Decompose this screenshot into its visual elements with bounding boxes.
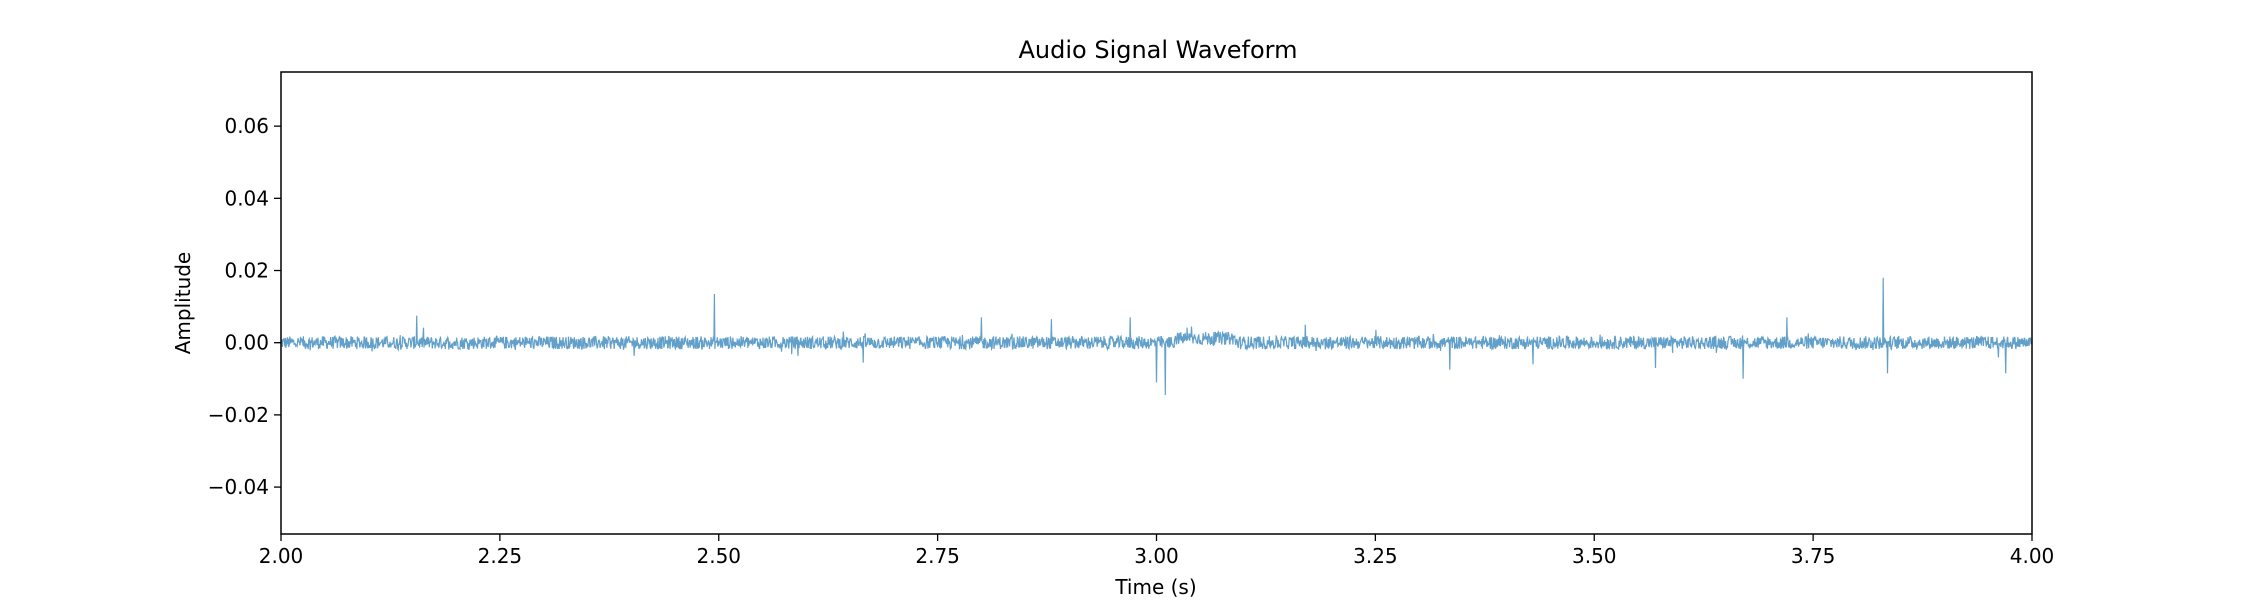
x-axis: 2.00 2.25 2.50 2.75 3.00 3.25 3.50 3.75 4.00 (259, 534, 2055, 568)
y-tick-label: 0.06 (224, 114, 269, 138)
x-tick-label: 2.25 (478, 544, 523, 568)
x-tick-label: 2.75 (915, 544, 960, 568)
waveform-line (280, 277, 2033, 396)
chart-title: Audio Signal Waveform (1018, 36, 1297, 64)
y-tick-label: 0.04 (224, 186, 269, 210)
plot-frame (280, 71, 2033, 535)
y-axis-label: Amplitude (171, 252, 195, 355)
x-tick-label: 4.00 (2010, 544, 2055, 568)
y-tick-label: 0.02 (224, 259, 269, 283)
y-axis: −0.04 −0.02 0.00 0.02 0.04 0.06 (208, 114, 281, 499)
x-tick-label: 2.00 (259, 544, 304, 568)
y-tick-label: −0.04 (208, 475, 269, 499)
x-tick-label: 3.25 (1353, 544, 1398, 568)
plot-area (280, 71, 2033, 535)
y-tick-label: −0.02 (208, 403, 269, 427)
x-axis-label: Time (s) (1114, 575, 1196, 599)
x-tick-label: 2.50 (696, 544, 741, 568)
x-tick-label: 3.00 (1134, 544, 1179, 568)
x-tick-label: 3.75 (1791, 544, 1836, 568)
y-tick-label: 0.00 (224, 331, 269, 355)
x-tick-label: 3.50 (1572, 544, 1617, 568)
